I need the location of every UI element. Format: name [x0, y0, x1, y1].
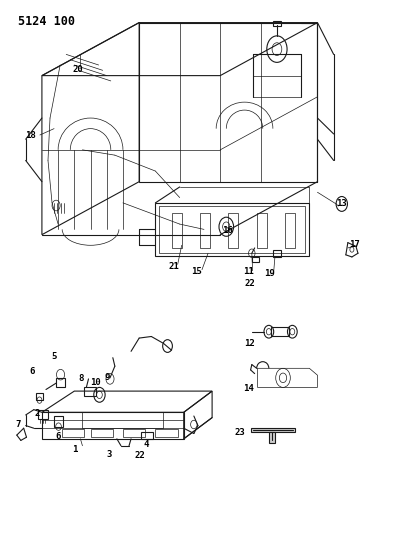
Text: 19: 19: [264, 269, 275, 278]
Bar: [252, 257, 259, 262]
Text: 17: 17: [349, 240, 360, 249]
Text: 3: 3: [106, 450, 111, 459]
Bar: [123, 429, 145, 437]
Text: 6: 6: [55, 432, 61, 441]
Text: 15: 15: [191, 268, 202, 276]
Bar: [36, 393, 43, 400]
Bar: [271, 327, 289, 336]
Bar: [141, 432, 153, 439]
Text: 20: 20: [72, 64, 83, 74]
Bar: [62, 429, 84, 437]
Bar: [84, 387, 96, 397]
Text: 18: 18: [25, 131, 36, 140]
Text: 5124 100: 5124 100: [18, 14, 75, 28]
Text: 9: 9: [105, 373, 110, 382]
Bar: [257, 214, 267, 248]
Bar: [160, 206, 305, 253]
Text: 7: 7: [16, 420, 21, 429]
Bar: [155, 203, 309, 256]
Bar: [200, 214, 210, 248]
Bar: [228, 214, 238, 248]
Text: 12: 12: [244, 339, 255, 348]
Text: 22: 22: [135, 451, 145, 461]
Bar: [273, 21, 281, 26]
Text: 23: 23: [234, 429, 245, 438]
Text: 5: 5: [51, 352, 57, 361]
Bar: [56, 378, 65, 387]
Text: 11: 11: [243, 268, 254, 276]
Text: 4: 4: [144, 440, 149, 449]
Text: 22: 22: [244, 279, 255, 288]
Text: 1: 1: [73, 445, 78, 454]
Bar: [82, 413, 164, 428]
Text: 2: 2: [34, 409, 40, 418]
Text: 16: 16: [222, 226, 233, 235]
Text: 10: 10: [90, 377, 101, 386]
Bar: [54, 416, 63, 426]
Bar: [273, 249, 281, 257]
Bar: [91, 429, 113, 437]
Bar: [155, 429, 177, 437]
Text: 14: 14: [243, 384, 254, 393]
Bar: [38, 410, 48, 419]
Bar: [172, 214, 182, 248]
Text: 6: 6: [29, 367, 35, 376]
Bar: [285, 214, 295, 248]
Text: 8: 8: [78, 374, 84, 383]
Bar: [269, 432, 275, 442]
Text: 21: 21: [168, 262, 179, 271]
Text: 13: 13: [337, 199, 347, 208]
Bar: [251, 427, 295, 432]
